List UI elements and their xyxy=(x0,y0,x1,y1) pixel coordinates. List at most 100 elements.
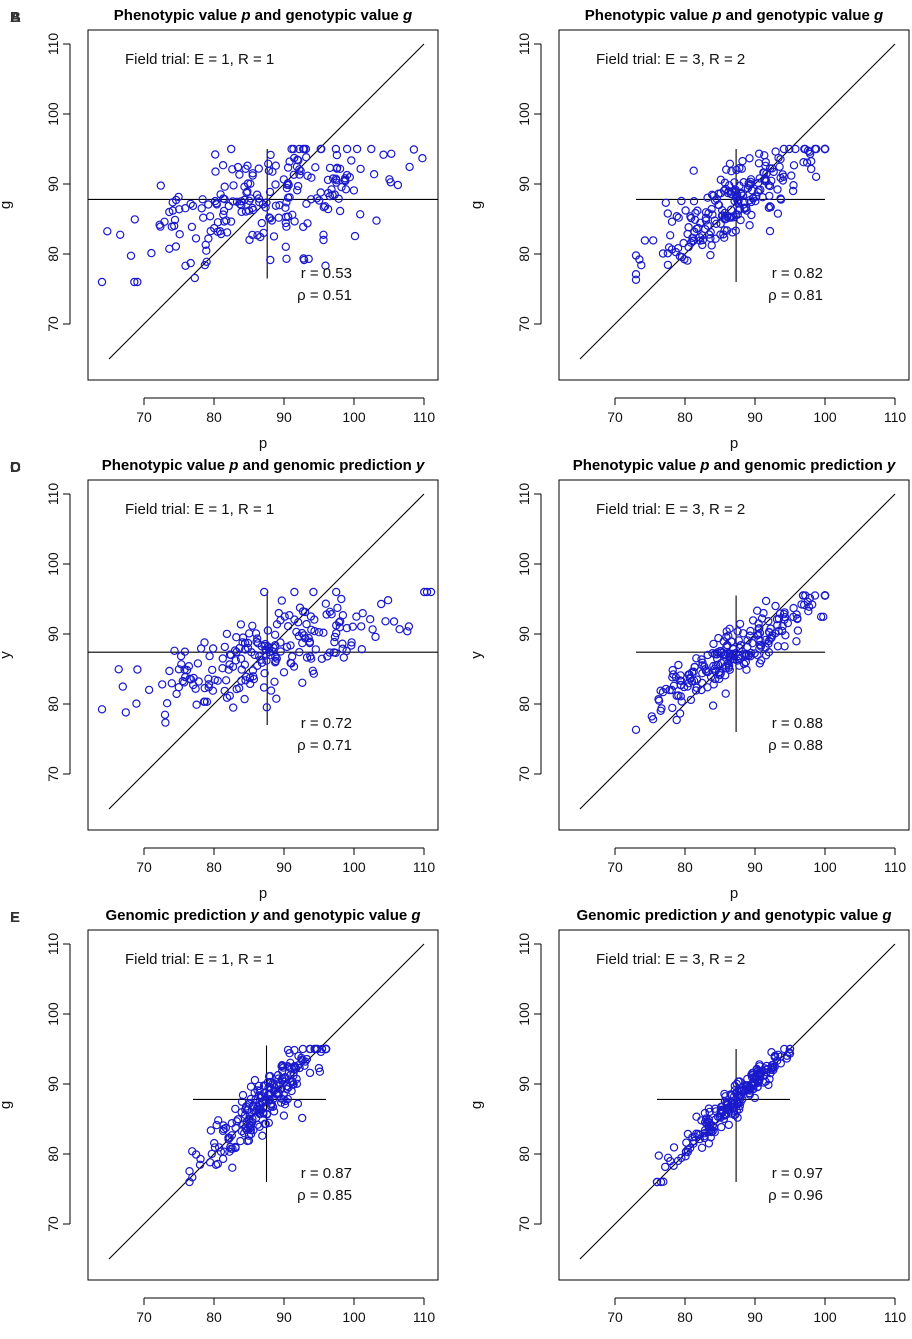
data-point xyxy=(347,156,356,165)
data-point xyxy=(791,144,800,154)
rho-label-e: ρ = 0.85 xyxy=(297,1187,352,1204)
data-point xyxy=(755,624,764,633)
plot-frame-d xyxy=(558,479,910,831)
data-point xyxy=(764,617,773,626)
x-tick-label: 90 xyxy=(747,859,763,875)
data-point xyxy=(320,202,330,211)
data-point xyxy=(248,169,257,178)
data-point xyxy=(372,216,381,225)
data-point xyxy=(265,647,274,657)
data-point xyxy=(261,1095,270,1105)
data-point xyxy=(766,1068,775,1078)
title-part: Phenotypic value xyxy=(102,457,230,474)
data-point xyxy=(331,648,340,658)
title-part: Genomic prediction xyxy=(105,907,250,924)
data-point xyxy=(304,254,313,264)
y-tick-label: 80 xyxy=(516,696,532,712)
data-point xyxy=(210,150,220,159)
data-point xyxy=(804,602,814,612)
y-tick-label: 90 xyxy=(516,1076,532,1092)
data-point xyxy=(342,623,352,633)
data-point xyxy=(133,277,142,287)
data-point xyxy=(144,685,154,695)
data-point xyxy=(736,641,746,650)
data-point xyxy=(708,701,718,710)
scatter-points-a xyxy=(97,144,427,287)
data-point xyxy=(279,175,288,184)
data-point xyxy=(281,218,290,228)
data-point xyxy=(779,144,789,154)
data-point xyxy=(210,196,220,206)
data-point xyxy=(293,186,302,195)
data-point xyxy=(661,684,671,694)
data-point xyxy=(788,186,798,196)
data-point xyxy=(272,1089,281,1098)
data-point xyxy=(316,188,325,197)
data-point xyxy=(778,176,788,185)
r-label-a: r = 0.53 xyxy=(301,265,352,282)
data-point xyxy=(161,718,170,727)
data-point xyxy=(213,1116,223,1125)
data-point xyxy=(323,175,333,185)
data-point xyxy=(765,191,774,201)
data-point xyxy=(204,674,213,684)
y-tick-label: 100 xyxy=(516,552,532,576)
x-tick-label: 80 xyxy=(206,859,222,875)
data-point xyxy=(350,231,360,241)
plot-frame-b xyxy=(558,29,910,381)
data-point xyxy=(315,1067,325,1076)
data-point xyxy=(766,624,775,633)
data-point xyxy=(262,703,271,712)
data-point xyxy=(263,626,273,635)
data-point xyxy=(292,627,301,637)
data-point xyxy=(746,626,755,636)
y-tick-label: 100 xyxy=(45,1002,61,1026)
data-point xyxy=(250,1088,259,1097)
scatter-points-d xyxy=(631,591,830,735)
data-point xyxy=(700,1131,709,1141)
data-point xyxy=(341,185,351,194)
data-point xyxy=(299,255,309,265)
data-point xyxy=(289,1071,298,1080)
data-point xyxy=(677,252,687,262)
data-point xyxy=(671,247,681,257)
x-tick-label: 110 xyxy=(884,859,907,875)
data-point xyxy=(755,628,765,638)
data-point xyxy=(204,200,213,209)
data-point xyxy=(257,655,266,664)
data-point xyxy=(254,194,263,203)
data-point xyxy=(779,609,789,619)
data-point xyxy=(265,1082,275,1092)
data-point xyxy=(264,166,274,175)
data-point xyxy=(338,611,348,620)
data-point xyxy=(734,636,744,645)
data-point xyxy=(668,665,677,675)
data-point xyxy=(245,1098,254,1108)
data-point xyxy=(371,632,380,642)
data-point xyxy=(270,677,279,687)
data-point xyxy=(703,221,713,230)
x-tick-label: 70 xyxy=(136,859,152,875)
data-point xyxy=(174,665,184,674)
data-point xyxy=(724,1120,734,1130)
data-point xyxy=(648,715,658,724)
data-point xyxy=(733,1113,742,1122)
data-point xyxy=(209,223,219,233)
data-point xyxy=(302,152,311,162)
trial-label-c: Field trial: E = 1, R = 1 xyxy=(125,501,274,518)
data-point xyxy=(724,649,733,659)
title-var: g xyxy=(881,907,891,924)
data-point xyxy=(661,198,671,207)
data-point xyxy=(776,154,785,164)
data-point xyxy=(245,673,255,683)
data-point xyxy=(765,181,775,191)
data-point xyxy=(764,203,774,212)
x-tick-label: 90 xyxy=(276,1309,292,1325)
data-point xyxy=(771,147,780,156)
data-point xyxy=(210,675,219,685)
data-point xyxy=(383,596,393,605)
data-point xyxy=(305,1068,315,1078)
panel-b: B Phenotypic value p and genotypic value … xyxy=(10,7,910,452)
data-point xyxy=(172,689,181,699)
data-point xyxy=(706,233,715,243)
